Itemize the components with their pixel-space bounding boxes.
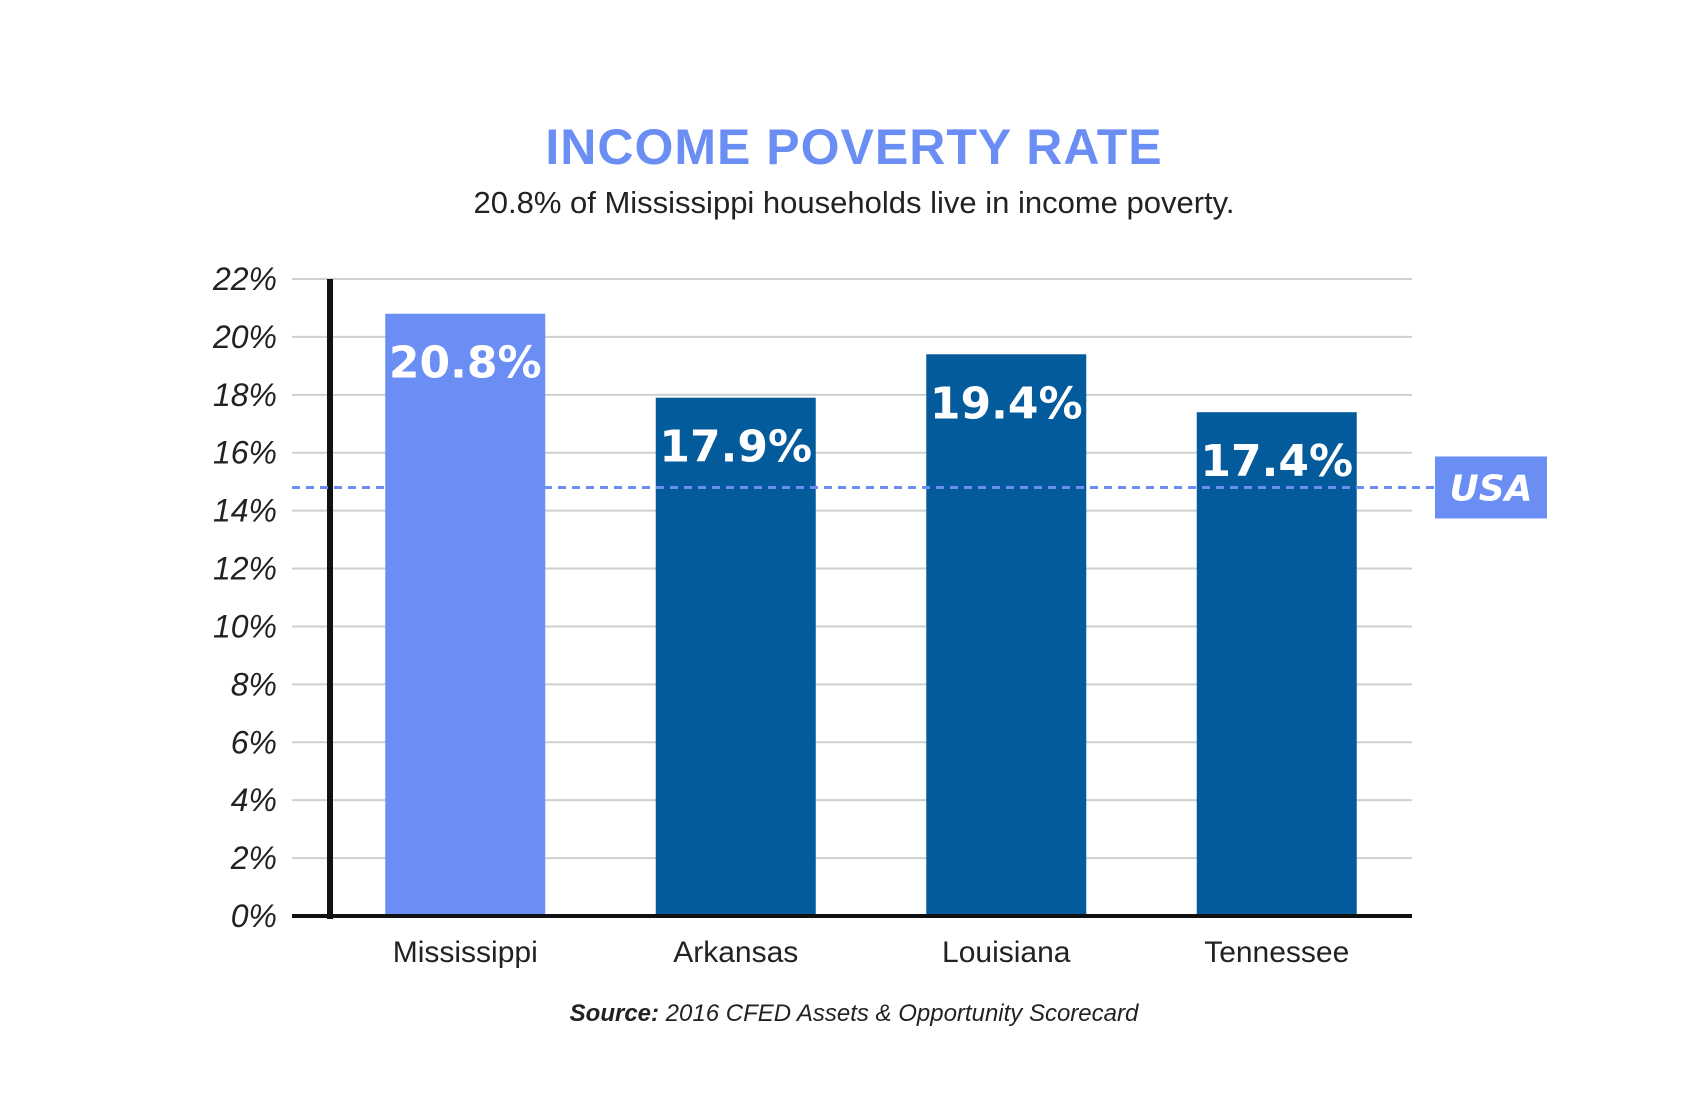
bar [385,313,546,916]
y-tick-label: 6% [231,724,277,760]
y-tick-label: 20% [212,319,277,355]
y-tick-label: 22% [212,261,277,297]
y-tick-label: 18% [213,377,277,413]
x-category-label: Arkansas [673,936,798,969]
bars [385,313,1357,916]
labels: 0% 2% 4% 6% 8% 10% 12% 14% 16% 18% 20% 22% 20.8% Miss… [212,261,1353,969]
y-tick-label: 16% [213,435,277,471]
reference-line-group: USA [292,456,1547,519]
y-tick-label: 2% [230,840,277,876]
x-category-label: Tennessee [1204,936,1349,969]
y-tick-label: 0% [231,898,277,934]
source-note: Source: 2016 CFED Assets & Opportunity S… [0,1000,1708,1028]
y-tick-label: 4% [231,782,277,818]
bar-value-label: 20.8% [389,338,542,389]
x-category-label: Mississippi [393,936,538,969]
y-tick-label: 12% [213,551,277,587]
bar [655,397,816,916]
reference-label-box [1435,456,1547,519]
y-tick-label: 14% [213,493,277,529]
bar-value-label: 17.9% [659,422,812,473]
axes [292,279,1412,919]
source-text: 2016 CFED Assets & Opportunity Scorecard [659,1000,1139,1027]
chart-title: INCOME POVERTY RATE [545,119,1163,175]
y-tick-label: 10% [213,608,277,644]
bar [926,354,1087,916]
y-tick-label: 8% [231,666,277,702]
reference-label: USA [1449,468,1532,509]
chart-subtitle: 20.8% of Mississippi households live in … [473,185,1235,220]
x-category-label: Louisiana [942,936,1071,969]
source-prefix: Source: [569,1000,660,1027]
bar [1196,412,1357,916]
bar-value-label: 19.4% [930,378,1083,429]
bar-value-label: 17.4% [1200,436,1353,487]
